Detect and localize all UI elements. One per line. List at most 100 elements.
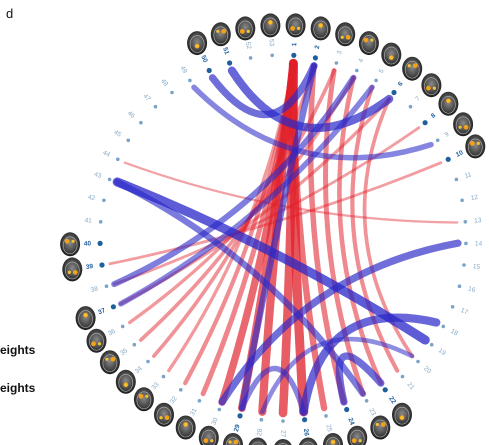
- node-dot-52: [248, 56, 253, 60]
- node-dot-53: [270, 53, 275, 58]
- brain-thumbnail-1: [285, 13, 306, 38]
- node-label-40: 40: [84, 240, 92, 247]
- node-dot-38: [104, 284, 109, 289]
- chord-negative-28-20: [260, 336, 415, 415]
- node-dot-20: [416, 359, 420, 364]
- node-label-43: 43: [93, 171, 102, 180]
- node-label-25: 25: [324, 424, 333, 433]
- node-label-10: 10: [455, 149, 465, 159]
- node-label-2: 2: [314, 44, 322, 49]
- brain-thumbnail-31: [175, 415, 196, 440]
- chord-negative-26-18: [299, 313, 441, 416]
- brain-thumbnail-22: [392, 402, 412, 427]
- node-dot-30: [217, 407, 222, 412]
- brain-thumbnail-33: [133, 387, 154, 412]
- brain-thumbnail-40: [60, 232, 81, 257]
- node-label-53: 53: [267, 39, 274, 47]
- brain-thumbnail-3: [335, 22, 356, 47]
- node-dot-21: [400, 374, 405, 379]
- node-label-50: 50: [199, 54, 208, 64]
- node-label-3: 3: [336, 50, 344, 56]
- chord-negative-43-23: [114, 178, 367, 397]
- brain-thumbnail-23: [370, 415, 391, 440]
- node-dot-49: [188, 78, 192, 83]
- node-label-14: 14: [475, 240, 483, 247]
- brain-thumbnail-24: [347, 425, 368, 445]
- node-dot-47: [153, 104, 158, 109]
- node-label-13: 13: [474, 217, 482, 225]
- node-dot-26: [302, 417, 308, 423]
- node-dot-2: [312, 55, 318, 61]
- brain-thumbnail-50: [187, 31, 208, 56]
- node-label-19: 19: [437, 347, 447, 357]
- brain-thumbnail-27: [274, 439, 292, 445]
- node-dot-51: [227, 60, 233, 66]
- chord-negative-24-22: [335, 352, 385, 406]
- node-dot-40: [97, 240, 103, 246]
- chord-negative-49-9: [191, 84, 434, 161]
- node-label-52: 52: [244, 41, 252, 50]
- brain-thumbnail-53: [260, 13, 281, 38]
- node-label-12: 12: [470, 194, 479, 202]
- node-dot-43: [107, 177, 112, 182]
- node-label-44: 44: [102, 149, 112, 159]
- node-label-5: 5: [378, 68, 386, 75]
- node-label-15: 15: [472, 263, 481, 271]
- node-label-1: 1: [291, 42, 298, 46]
- chord-positive-38-8: [112, 126, 421, 286]
- node-label-36: 36: [107, 328, 117, 338]
- node-label-28: 28: [256, 428, 264, 436]
- node-label-7: 7: [414, 95, 422, 103]
- node-dot-45: [126, 138, 131, 143]
- node-dot-48: [170, 90, 174, 95]
- brain-thumbnail-26: [298, 437, 318, 445]
- node-label-27: 27: [279, 430, 286, 438]
- node-dot-50: [206, 67, 212, 74]
- node-dot-24: [344, 406, 350, 413]
- brain-thumbnails: [60, 13, 486, 445]
- node-label-18: 18: [449, 328, 459, 338]
- node-dot-27: [281, 419, 285, 423]
- brain-thumbnail-2: [310, 16, 331, 41]
- node-label-26: 26: [302, 428, 310, 436]
- brain-thumbnail-5: [381, 42, 402, 67]
- node-dot-17: [450, 305, 455, 309]
- node-label-29: 29: [233, 423, 242, 432]
- node-dot-15: [462, 263, 466, 267]
- node-dot-18: [441, 324, 446, 329]
- brain-thumbnail-25: [323, 433, 343, 445]
- node-dot-34: [146, 359, 150, 364]
- node-label-16: 16: [467, 285, 476, 294]
- chord-negative-50-2: [208, 62, 318, 119]
- brain-thumbnail-52: [235, 16, 256, 41]
- node-label-45: 45: [112, 129, 122, 139]
- brain-thumbnail-9: [453, 112, 474, 137]
- node-dot-32: [179, 388, 183, 392]
- node-label-48: 48: [159, 78, 169, 88]
- node-dot-16: [457, 284, 462, 289]
- node-label-32: 32: [169, 395, 179, 405]
- node-label-8: 8: [430, 112, 438, 120]
- node-label-37: 37: [97, 307, 107, 316]
- legend-item-1: eights: [0, 343, 36, 357]
- brain-thumbnail-7: [421, 73, 442, 98]
- node-label-33: 33: [150, 381, 160, 391]
- node-label-34: 34: [134, 365, 144, 375]
- node-dot-39: [99, 262, 105, 268]
- node-dot-5: [374, 78, 378, 83]
- brain-thumbnail-4: [358, 31, 379, 56]
- brain-thumbnail-51: [210, 22, 231, 47]
- node-dot-25: [324, 414, 328, 418]
- node-dot-44: [116, 157, 120, 162]
- node-dot-10: [445, 156, 451, 162]
- node-label-47: 47: [142, 93, 152, 103]
- node-dot-35: [132, 342, 137, 347]
- node-dot-28: [259, 417, 264, 422]
- chord-positive-21-5: [350, 85, 400, 373]
- brain-thumbnail-32: [154, 402, 174, 427]
- chord-negative-38-4: [111, 74, 357, 288]
- node-dot-13: [463, 220, 468, 224]
- node-dot-33: [161, 374, 166, 379]
- brain-thumbnail-34: [115, 369, 136, 394]
